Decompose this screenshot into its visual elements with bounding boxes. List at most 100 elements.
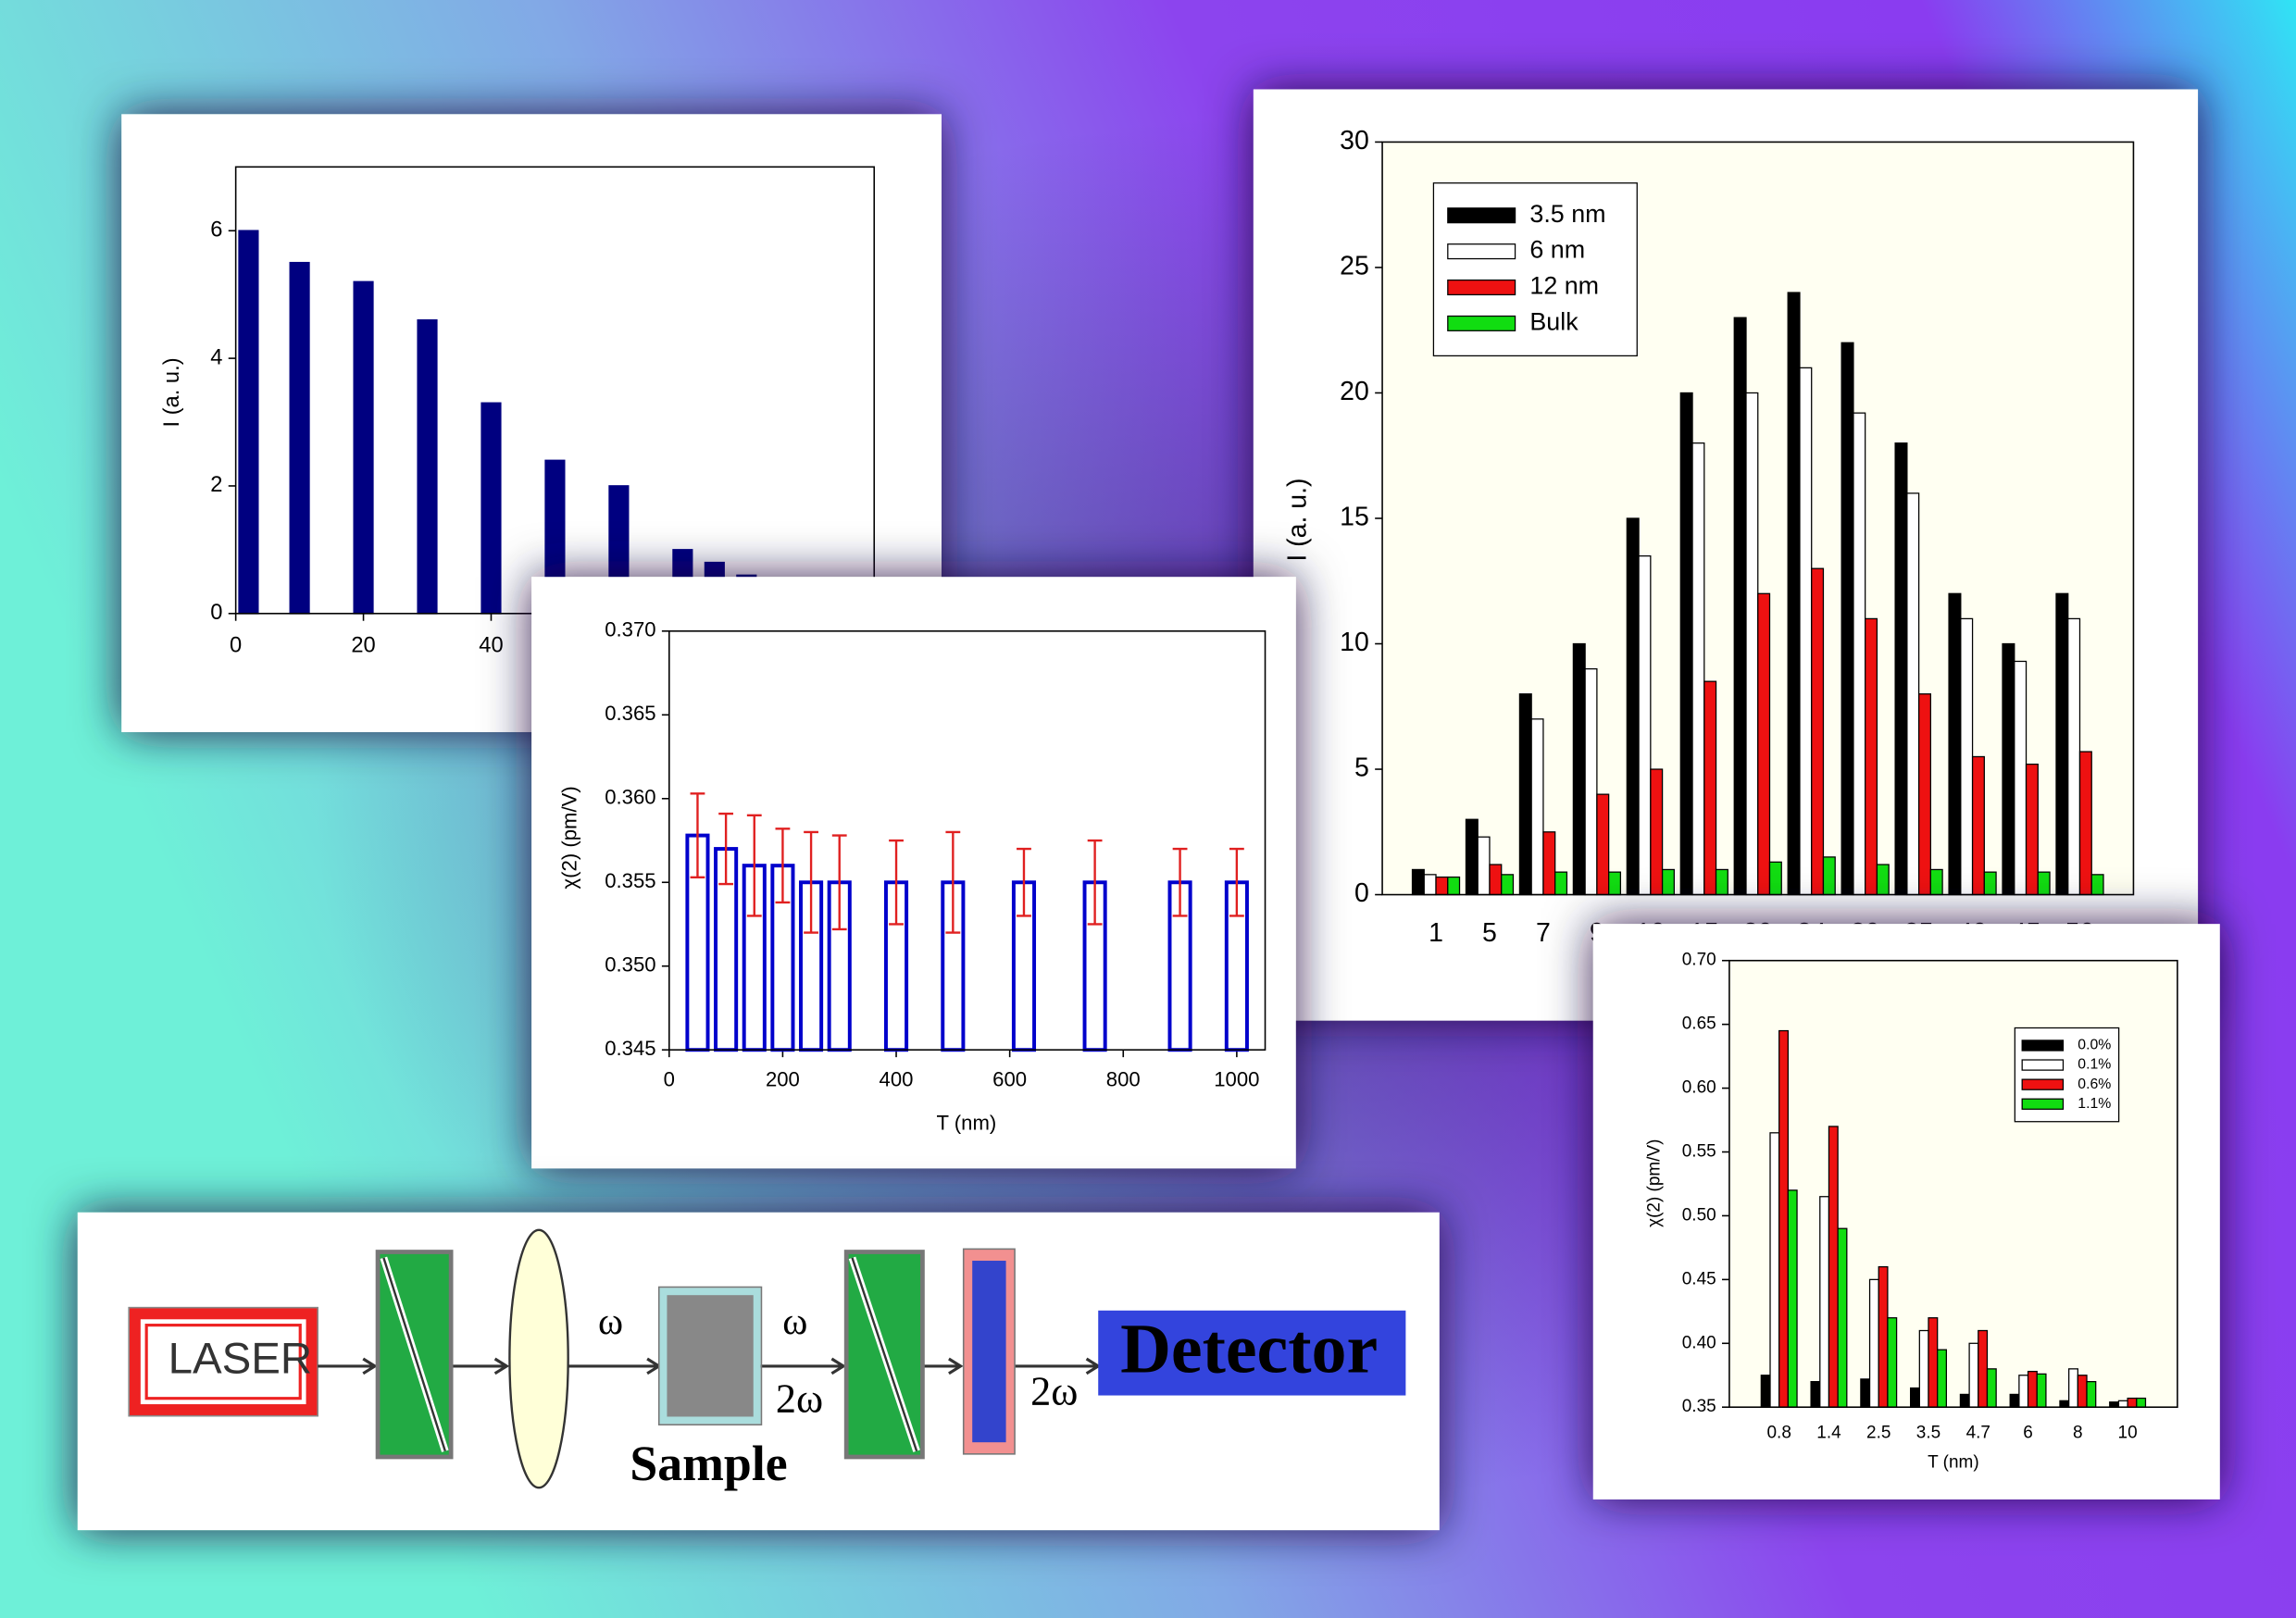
bar [2078,751,2092,896]
sample-box [659,1288,761,1425]
bar [1959,1393,1970,1408]
bar [2002,642,2015,896]
bar [1489,864,1503,896]
sample-label: Sample [630,1436,787,1491]
bar [2059,1400,2070,1408]
bar [2027,1370,2038,1408]
bar [1554,871,1568,896]
y-tick-label: 0.70 [1682,951,1716,970]
bar [1596,793,1610,896]
bar [1477,836,1491,896]
bar [2068,1368,2078,1408]
bar [1447,876,1461,896]
bar [1638,555,1652,896]
bar [1948,592,1962,896]
bar [1778,1029,1789,1408]
y-tick-label: 5 [1354,753,1369,783]
bar [2025,763,2039,896]
bar [1626,517,1640,896]
bar [2014,660,2028,896]
legend-label: 0.6% [2078,1077,2111,1092]
bar [2009,1393,2020,1408]
y-tick-label: 0.50 [1682,1205,1716,1225]
bar [1841,342,1854,896]
bar [1501,874,1515,896]
bar [1918,1329,1929,1408]
y-axis-label: χ(2) (pm/V) [558,786,581,889]
x-tick-label: 2.5 [1866,1424,1890,1443]
omega-label: ω [782,1300,807,1342]
y-tick-label: 0.345 [605,1037,655,1060]
detector-label: Detector [1120,1310,1378,1388]
bar [1828,1126,1839,1408]
y-tick-label: 20 [1340,377,1369,406]
chart: 0.35 0.40 0.45 0.50 0.55 0.60 0.65 0.70 0.8 1.4 2.… [1592,924,2220,1500]
error-bar [831,834,847,931]
error-bar [945,830,961,934]
x-tick-label: 5 [1482,918,1497,948]
bar [2090,874,2104,896]
chart: 0.345 0.350 0.355 0.360 0.365 0.370 0 200 400 600… [531,577,1296,1169]
bar [2109,1401,2120,1408]
bar [1978,1329,1989,1408]
bar [1837,1227,1848,1408]
bar [1917,693,1931,896]
x-tick-label: 1000 [1214,1067,1259,1090]
bar [1679,392,1693,896]
y-tick-label: 0.65 [1682,1014,1716,1034]
bar [1937,1349,1948,1408]
bar [1745,392,1759,896]
y-tick-label: 0.35 [1682,1397,1716,1416]
bar [2136,1397,2147,1408]
plot-frame [1381,141,2135,896]
laser-label: LASER [168,1335,313,1384]
error-bar [718,812,734,886]
bar [1868,1278,1879,1408]
bar [1876,864,1890,896]
x-tick-label: 1.4 [1816,1424,1841,1443]
analyzer-split-line [851,1257,918,1452]
plot-frame [668,630,1267,1052]
bar [1822,856,1836,896]
y-tick-label: 0.360 [605,786,655,809]
bar [1887,1317,1898,1408]
y-axis-label: I (a. u.) [1282,478,1312,561]
laser-inner-border [144,1324,302,1400]
bar [1968,1342,1979,1408]
bar [1878,1265,1889,1408]
y-axis-label: I (a. u.) [160,357,184,427]
bar [1715,868,1728,896]
x-tick-label: 3.5 [1916,1424,1940,1443]
legend-swatch [1447,207,1516,224]
arrow [922,1357,964,1375]
sample-outline [657,1286,763,1425]
y-tick-label: 0.45 [1682,1269,1716,1288]
y-tick-label: 6 [210,218,222,243]
x-tick-label: 6 [2023,1424,2033,1443]
arrow [756,1357,847,1375]
bar [2117,1400,2128,1408]
arrow [318,1357,378,1375]
bar [1906,492,1920,896]
y-tick-label: 0.370 [605,618,655,641]
error-bar [746,814,762,917]
bar [1811,567,1825,896]
bar [2037,871,2051,896]
bar [1865,617,1878,896]
bar [289,261,310,615]
y-tick-label: 0 [210,601,222,625]
x-tick-label: 20 [351,634,375,658]
y-tick-label: 0.365 [605,702,655,725]
bar [2018,1375,2029,1408]
bar [1929,868,1943,896]
x-tick-label: 4.7 [1966,1424,1990,1443]
x-tick-label: 0.8 [1766,1424,1791,1443]
bar [1661,868,1675,896]
bar [353,280,374,615]
chart: 05101520253015791015202430354045503.5 nm… [1253,89,2199,1021]
y-tick-label: 2 [210,473,222,497]
bar [1799,367,1813,896]
x-tick-label: 800 [1106,1067,1141,1090]
bar [1853,412,1866,896]
